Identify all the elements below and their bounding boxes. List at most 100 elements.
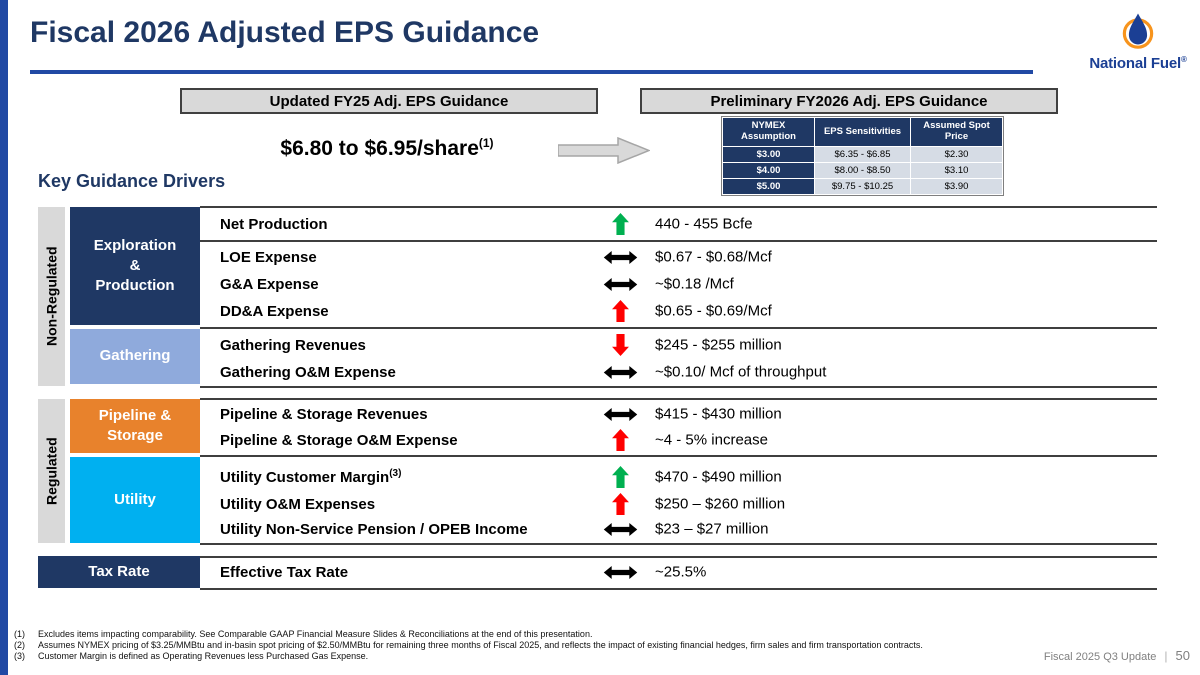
driver-row: DD&A Expense $0.65 - $0.69/Mcf xyxy=(200,297,1160,325)
trend-up-green-icon xyxy=(598,210,642,238)
spot-cell: $3.10 xyxy=(910,162,1003,179)
driver-value: ~$0.10/ Mcf of throughput xyxy=(655,363,827,381)
footnote-ref-3: (3) xyxy=(389,468,402,479)
title-underline xyxy=(30,70,1033,74)
divider-line xyxy=(200,386,1157,388)
category-utility: Utility xyxy=(70,457,200,543)
driver-value: $0.67 - $0.68/Mcf xyxy=(655,248,772,266)
table-row: $3.00 $6.35 - $6.85 $2.30 xyxy=(722,146,1003,163)
driver-row: Net Production 440 - 455 Bcfe xyxy=(200,210,1160,238)
col-header-spot: Assumed Spot Price xyxy=(910,117,1003,147)
driver-row: LOE Expense $0.67 - $0.68/Mcf xyxy=(200,243,1160,271)
category-pipeline-storage: Pipeline & Storage xyxy=(70,399,200,453)
driver-value: ~4 - 5% increase xyxy=(655,431,768,449)
driver-label: Utility Non-Service Pension / OPEB Incom… xyxy=(220,521,528,538)
driver-value: $245 - $255 million xyxy=(655,336,782,354)
spot-cell: $2.30 xyxy=(910,146,1003,163)
driver-label: Gathering O&M Expense xyxy=(220,364,396,381)
driver-value: 440 - 455 Bcfe xyxy=(655,215,753,233)
fy25-eps-range: $6.80 to $6.95/share xyxy=(280,137,479,160)
driver-value: ~$0.18 /Mcf xyxy=(655,275,734,293)
driver-row: Gathering Revenues $245 - $255 million xyxy=(200,331,1160,359)
divider-line xyxy=(200,240,1157,242)
trend-flat-black-icon xyxy=(598,358,642,386)
group-label-non-regulated: Non-Regulated xyxy=(38,207,65,386)
table-row: $4.00 $8.00 - $8.50 $3.10 xyxy=(722,162,1003,179)
key-guidance-drivers-heading: Key Guidance Drivers xyxy=(38,171,226,191)
nymex-cell: $4.00 xyxy=(722,162,815,179)
driver-row: Effective Tax Rate ~25.5% xyxy=(200,558,1160,586)
footnote-3: (3) Customer Margin is defined as Operat… xyxy=(14,651,1174,662)
driver-label: Gathering Revenues xyxy=(220,337,366,354)
driver-label: DD&A Expense xyxy=(220,303,329,320)
driver-row: Utility Customer Margin(3) $470 - $490 m… xyxy=(200,463,1160,491)
group-label-regulated: Regulated xyxy=(38,399,65,543)
table-header-row: NYMEX Assumption EPS Sensitivities Assum… xyxy=(722,117,1003,147)
driver-row: Utility O&M Expenses $250 – $260 million xyxy=(200,490,1160,518)
footnote-2: (2) Assumes NYMEX pricing of $3.25/MMBtu… xyxy=(14,640,1174,651)
slide-footer: Fiscal 2025 Q3 Update | 50 xyxy=(1044,648,1190,663)
trend-flat-black-icon xyxy=(598,400,642,428)
driver-row: Gathering O&M Expense ~$0.10/ Mcf of thr… xyxy=(200,358,1160,386)
footnote-text: Assumes NYMEX pricing of $3.25/MMBtu and… xyxy=(38,639,923,650)
category-gathering: Gathering xyxy=(70,329,200,384)
footnote-number: (1) xyxy=(14,629,25,639)
table-row: $5.00 $9.75 - $10.25 $3.90 xyxy=(722,178,1003,195)
nymex-cell: $5.00 xyxy=(722,178,815,195)
driver-value: $415 - $430 million xyxy=(655,405,782,423)
footer-separator: | xyxy=(1164,649,1168,663)
divider-line xyxy=(200,398,1157,400)
nymex-cell: $3.00 xyxy=(722,146,815,163)
divider-line xyxy=(200,327,1157,329)
footnote-number: (2) xyxy=(14,639,25,650)
spot-cell: $3.90 xyxy=(910,178,1003,195)
driver-row: Utility Non-Service Pension / OPEB Incom… xyxy=(200,515,1160,543)
driver-label: Net Production xyxy=(220,216,328,233)
driver-label: G&A Expense xyxy=(220,276,319,293)
driver-row: G&A Expense ~$0.18 /Mcf xyxy=(200,270,1160,298)
footnote-text: Customer Margin is defined as Operating … xyxy=(38,650,369,661)
trend-flat-black-icon xyxy=(598,270,642,298)
divider-line xyxy=(200,556,1157,558)
footnote-text: Excludes items impacting comparability. … xyxy=(38,629,593,639)
driver-value: $250 – $260 million xyxy=(655,495,786,513)
fy25-eps-value: $6.80 to $6.95/share(1) xyxy=(180,136,594,161)
page-number: 50 xyxy=(1175,648,1190,663)
brand-text: National Fuel xyxy=(1089,55,1181,72)
page-title: Fiscal 2026 Adjusted EPS Guidance xyxy=(30,16,540,49)
fy25-guidance-header: Updated FY25 Adj. EPS Guidance xyxy=(180,88,598,114)
flame-icon xyxy=(1122,13,1154,49)
driver-row: Pipeline & Storage O&M Expense ~4 - 5% i… xyxy=(200,426,1160,454)
divider-line xyxy=(200,588,1157,590)
footer-label: Fiscal 2025 Q3 Update xyxy=(1043,651,1157,663)
right-block-arrow-icon xyxy=(558,137,650,164)
trend-up-green-icon xyxy=(598,463,642,491)
category-exploration-production: Exploration & Production xyxy=(70,207,200,325)
registered-mark: ® xyxy=(1180,55,1187,64)
trend-flat-black-icon xyxy=(598,558,642,586)
driver-value: $0.65 - $0.69/Mcf xyxy=(655,302,772,320)
divider-line xyxy=(200,206,1157,208)
col-header-nymex: NYMEX Assumption xyxy=(722,117,815,147)
driver-label: Pipeline & Storage Revenues xyxy=(220,406,428,423)
driver-label: LOE Expense xyxy=(220,249,317,266)
col-header-sensitivities: EPS Sensitivities xyxy=(814,117,911,147)
trend-up-red-icon xyxy=(598,297,642,325)
brand-name: National Fuel® xyxy=(1082,55,1194,72)
trend-flat-black-icon xyxy=(598,515,642,543)
trend-up-red-icon xyxy=(598,490,642,518)
divider-line xyxy=(200,543,1157,545)
category-tax-rate: Tax Rate xyxy=(38,556,200,588)
driver-value: $23 – $27 million xyxy=(655,520,769,538)
sensitivity-cell: $8.00 - $8.50 xyxy=(814,162,911,179)
sensitivity-cell: $9.75 - $10.25 xyxy=(814,178,911,195)
footnote-1: (1) Excludes items impacting comparabili… xyxy=(14,629,1174,640)
trend-down-red-icon xyxy=(598,331,642,359)
trend-up-red-icon xyxy=(598,426,642,454)
eps-sensitivity-table: NYMEX Assumption EPS Sensitivities Assum… xyxy=(721,116,1004,196)
driver-label: Utility Customer Margin(3) xyxy=(220,468,402,486)
driver-label: Effective Tax Rate xyxy=(220,564,349,581)
driver-label: Utility O&M Expenses xyxy=(220,496,376,513)
driver-value: $470 - $490 million xyxy=(655,468,782,486)
